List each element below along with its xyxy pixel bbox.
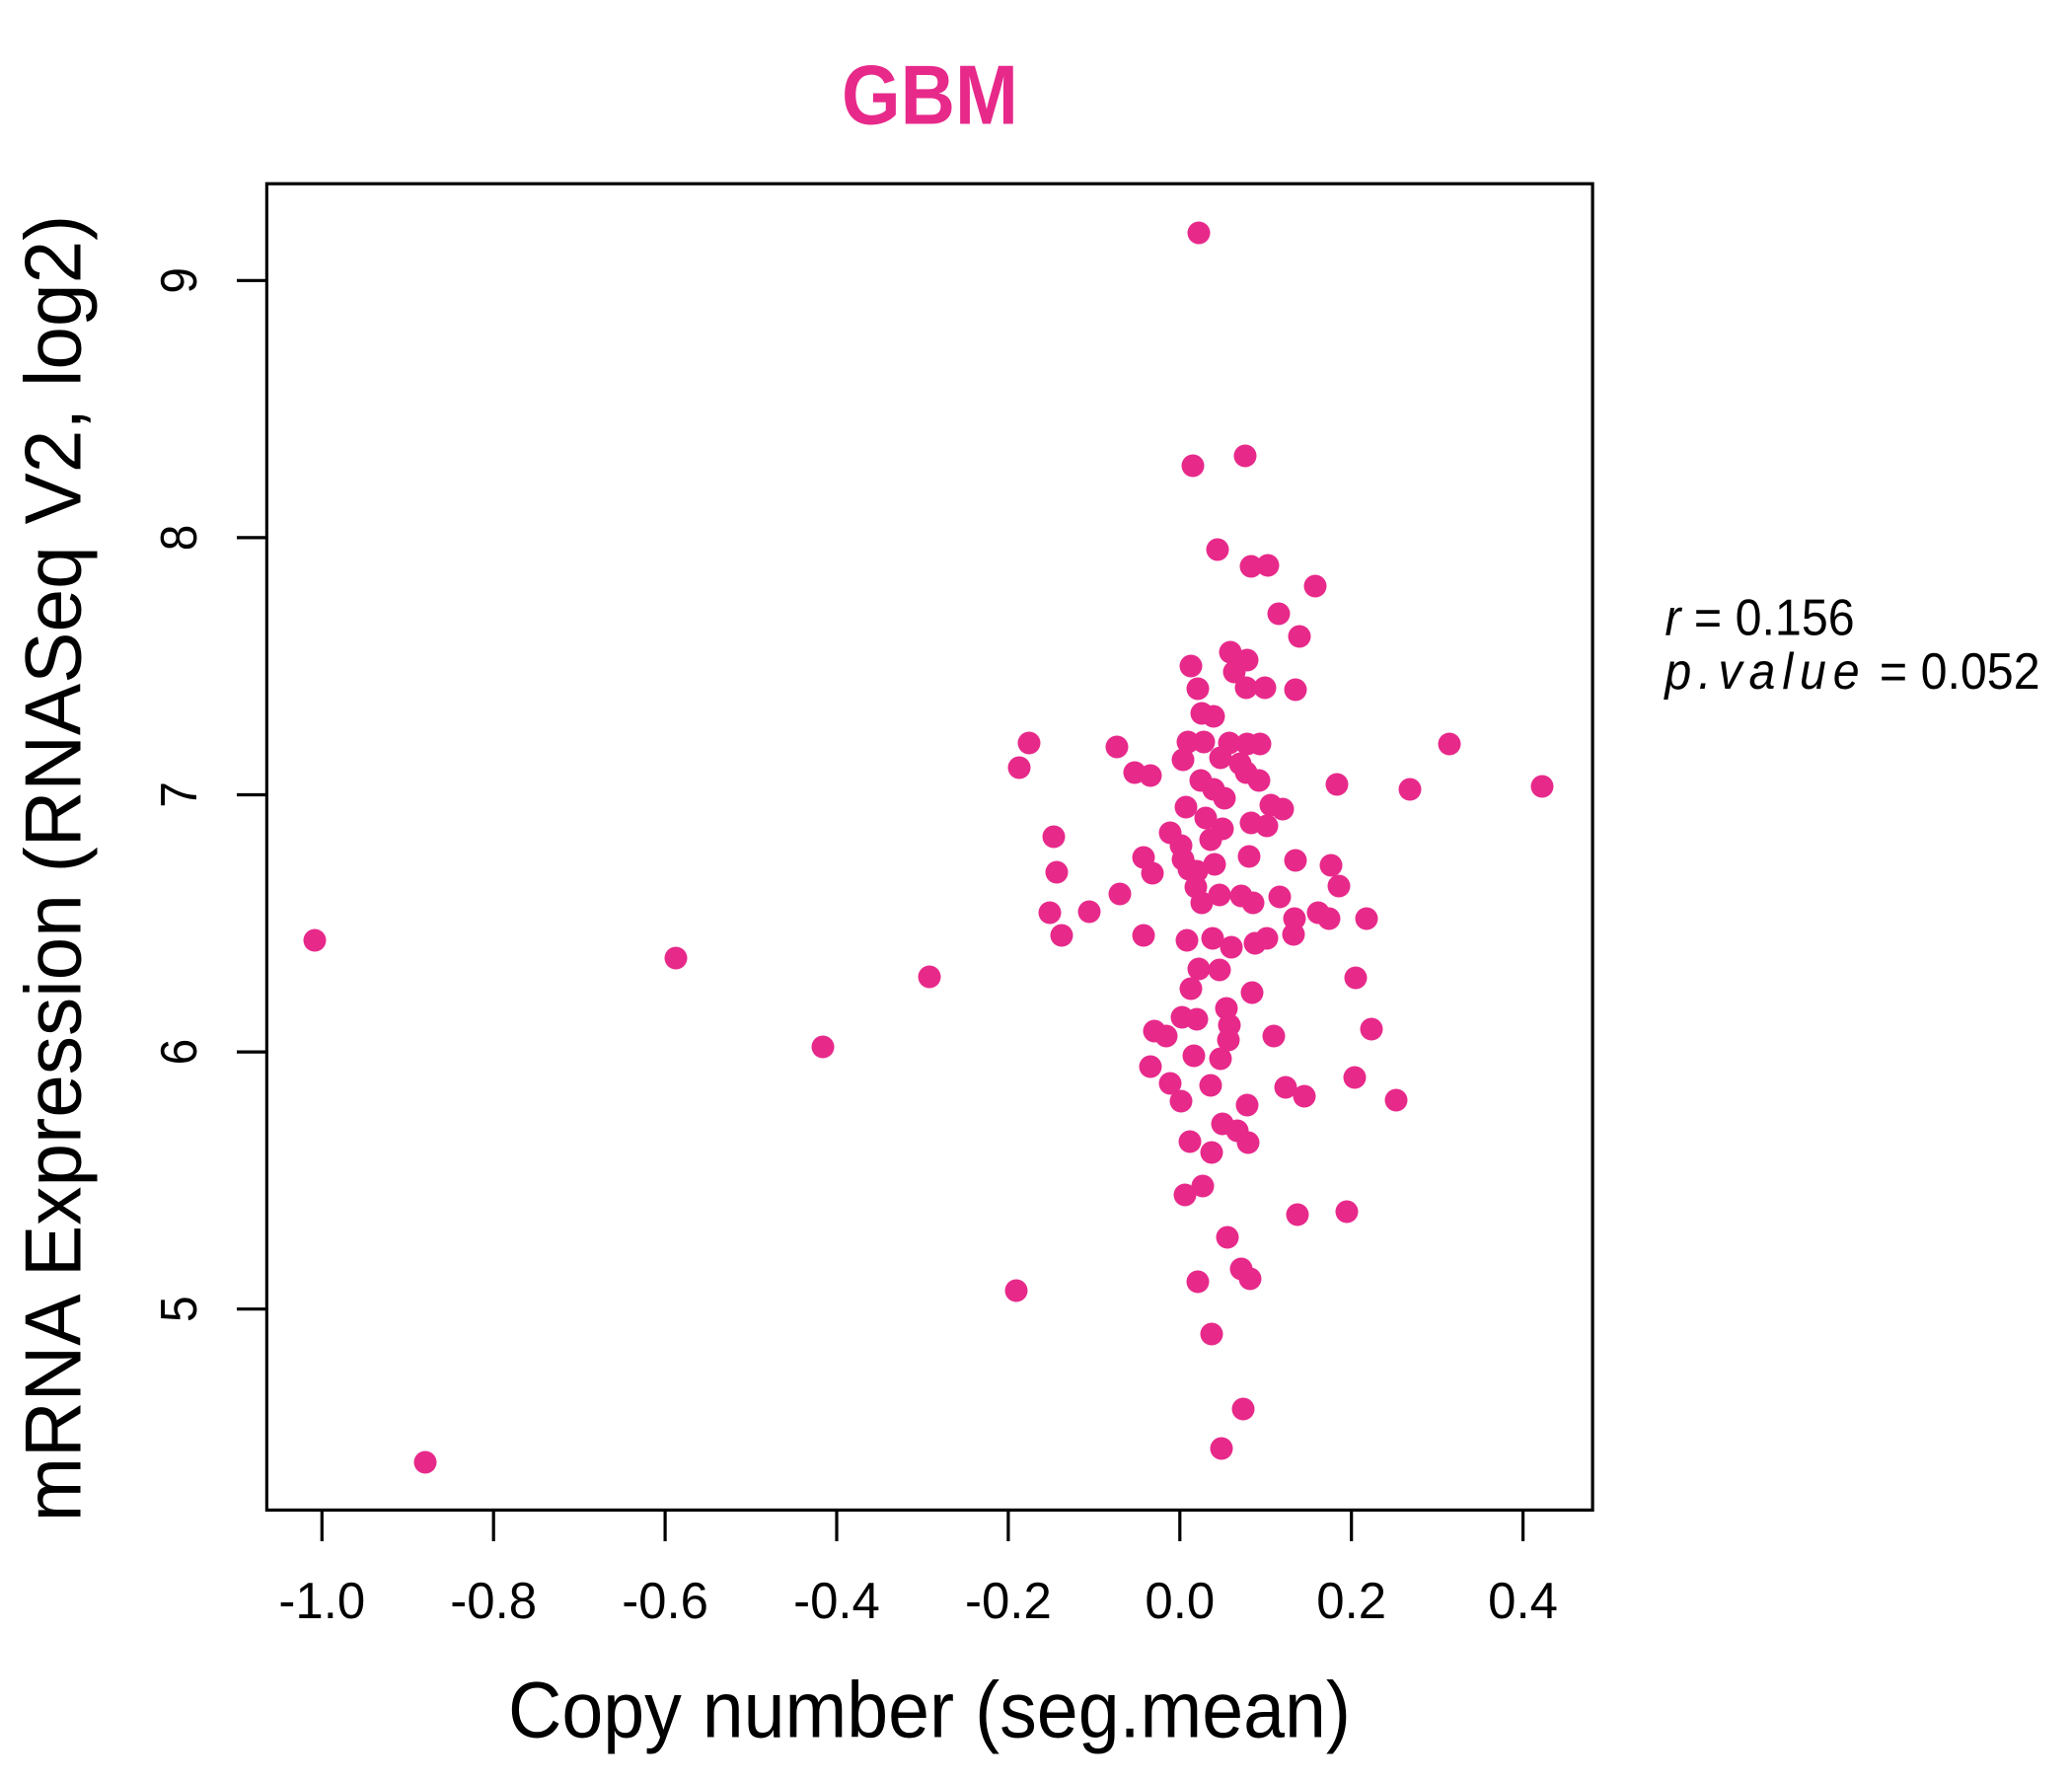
svg-text:9: 9 — [150, 267, 207, 294]
svg-text:6: 6 — [150, 1039, 207, 1066]
svg-text:-0.2: -0.2 — [965, 1572, 1052, 1630]
svg-text:7: 7 — [150, 781, 207, 808]
svg-text:p.value = 0.052: p.value = 0.052 — [1663, 642, 2039, 700]
svg-text:-1.0: -1.0 — [278, 1572, 365, 1630]
svg-text:r = 0.156: r = 0.156 — [1665, 589, 1854, 646]
svg-text:Copy number (seg.mean): Copy number (seg.mean) — [508, 1665, 1351, 1754]
svg-text:0.0: 0.0 — [1145, 1572, 1215, 1630]
svg-text:-0.4: -0.4 — [793, 1572, 880, 1630]
svg-text:5: 5 — [150, 1296, 207, 1322]
svg-text:GBM: GBM — [842, 49, 1018, 143]
svg-text:8: 8 — [150, 525, 207, 552]
svg-text:0.2: 0.2 — [1316, 1572, 1386, 1630]
svg-text:-0.6: -0.6 — [622, 1572, 708, 1630]
svg-text:mRNA Expression (RNASeq V2, lo: mRNA Expression (RNASeq V2, log2) — [8, 215, 97, 1522]
svg-text:-0.8: -0.8 — [450, 1572, 537, 1630]
svg-text:0.4: 0.4 — [1488, 1572, 1558, 1630]
